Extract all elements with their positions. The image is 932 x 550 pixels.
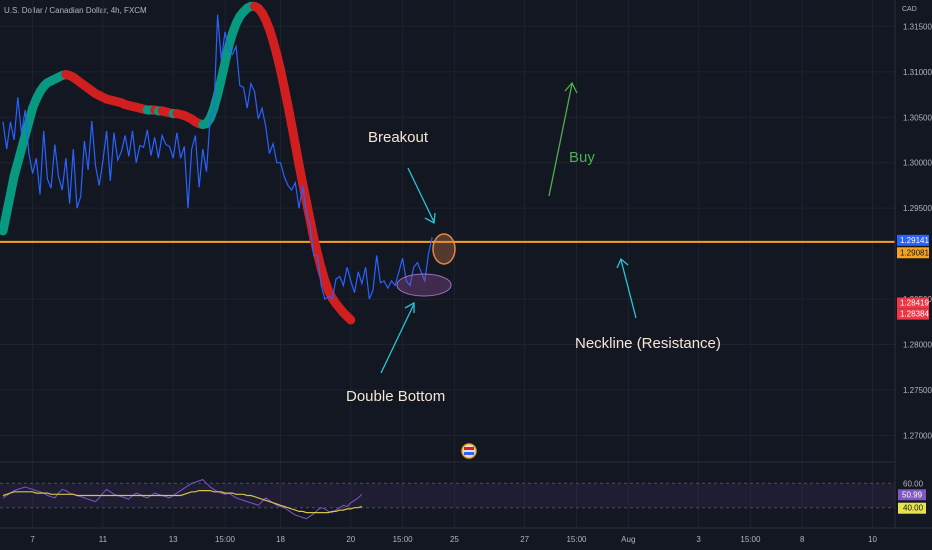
neckline-label: Neckline (Resistance) bbox=[575, 335, 721, 352]
x-tick-label: Aug bbox=[621, 535, 635, 544]
x-tick-label: 10 bbox=[868, 535, 877, 544]
y-tick-label: 1.27500 bbox=[903, 386, 932, 395]
double-bottom-arrow-head bbox=[404, 301, 415, 313]
x-tick-label: 15:00 bbox=[215, 535, 236, 544]
x-tick-label: 8 bbox=[800, 535, 805, 544]
x-tick-label: 15:00 bbox=[566, 535, 587, 544]
double-bottom-ellipse bbox=[396, 273, 452, 297]
price-label: 1.29141 bbox=[900, 236, 929, 245]
x-tick-label: 11 bbox=[99, 535, 108, 544]
price-label: 1.29081 bbox=[900, 248, 929, 257]
price-label-box bbox=[897, 297, 929, 309]
rsi-current-value: 50.99 bbox=[902, 490, 923, 499]
x-tick-label: 18 bbox=[276, 535, 285, 544]
double-bottom-label: Double Bottom bbox=[346, 388, 445, 405]
y-tick-label: 1.27000 bbox=[903, 431, 932, 440]
event-flag-icon[interactable] bbox=[461, 443, 477, 459]
y-tick-label: 1.30000 bbox=[903, 159, 932, 168]
double-bottom-arrow bbox=[380, 303, 415, 374]
x-tick-label: 15:00 bbox=[393, 535, 414, 544]
ma-segment bbox=[342, 311, 356, 325]
price-line[interactable] bbox=[2, 14, 433, 301]
buy-arrow bbox=[548, 83, 573, 197]
y-tick-label: 1.30500 bbox=[903, 113, 932, 122]
price-label-box bbox=[897, 308, 929, 320]
price-label: 1.28384 bbox=[900, 310, 929, 319]
price-label-box bbox=[897, 247, 929, 259]
rsi-ma-line[interactable] bbox=[2, 490, 363, 514]
breakout-arrow-head bbox=[424, 212, 436, 225]
rsi-level-label: 60.00 bbox=[903, 479, 924, 488]
y-tick-label: 1.31500 bbox=[903, 22, 932, 31]
price-label-box bbox=[897, 234, 929, 246]
breakout-label: Breakout bbox=[368, 129, 429, 146]
rsi-current-box bbox=[898, 489, 926, 501]
x-tick-label: 27 bbox=[520, 535, 529, 544]
buy-arrow-head bbox=[564, 81, 578, 94]
y-tick-label: 1.28000 bbox=[903, 341, 932, 350]
x-tick-label: 25 bbox=[450, 535, 459, 544]
y-tick-label: 1.29500 bbox=[903, 204, 932, 213]
currency-unit: CAD bbox=[902, 6, 917, 13]
x-tick-label: 20 bbox=[346, 535, 355, 544]
rsi-line[interactable] bbox=[2, 479, 363, 520]
chart-title: U.S. Dollar / Canadian Dollar, 4h, FXCM bbox=[4, 6, 147, 15]
x-tick-label: 15:00 bbox=[740, 535, 761, 544]
x-tick-label: 7 bbox=[30, 535, 35, 544]
x-tick-label: 3 bbox=[696, 535, 701, 544]
breakout-circle bbox=[432, 233, 456, 265]
x-tick-label: 13 bbox=[169, 535, 178, 544]
neckline-arrow bbox=[620, 259, 637, 319]
y-tick-label: 1.31000 bbox=[903, 68, 932, 77]
rsi-ma-value-box bbox=[898, 502, 926, 514]
rsi-level-label: 40.00 bbox=[903, 504, 924, 513]
neckline-arrow-head bbox=[616, 257, 629, 269]
price-label: 1.28419 bbox=[900, 298, 929, 307]
breakout-arrow bbox=[407, 167, 435, 223]
buy-label: Buy bbox=[569, 149, 595, 166]
